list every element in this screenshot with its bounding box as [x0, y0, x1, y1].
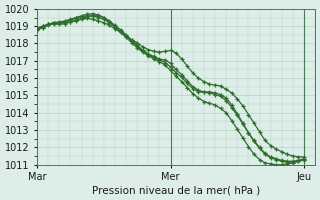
- X-axis label: Pression niveau de la mer( hPa ): Pression niveau de la mer( hPa ): [92, 185, 260, 195]
